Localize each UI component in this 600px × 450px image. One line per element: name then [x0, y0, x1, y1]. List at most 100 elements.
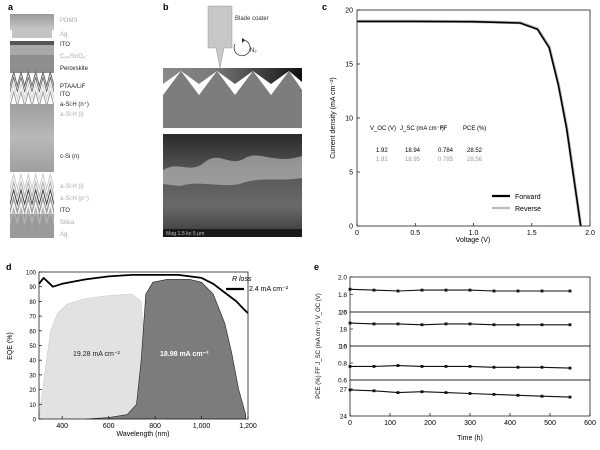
stability-point-pce: [492, 393, 496, 396]
stability-x-axis-label: Time (h): [457, 435, 483, 442]
panel-d-eqe: d 400 600 800 1,000 1,200 0 10 20 30 40 50 60 70 80 90…: [6, 262, 289, 438]
stability-point-v_oc: [492, 289, 496, 293]
stability-y-tick-label: 0.8: [338, 361, 347, 368]
stability-x-tick-label: 100: [384, 420, 396, 427]
jv-line-forward: [357, 20, 582, 227]
stability-point-pce: [516, 393, 520, 397]
stability-y-tick-label: 27: [340, 387, 348, 394]
stability-point-j_sc: [468, 322, 472, 326]
panel-a-letter: a: [8, 2, 14, 12]
jv-y-tick-label: 0: [349, 224, 353, 231]
stability-point-j_sc: [492, 323, 496, 327]
jv-y-tick-label: 15: [345, 62, 353, 69]
eqe-rloss-line: [38, 274, 249, 314]
sem-perovskite-layer: [163, 155, 302, 186]
eqe-y-tick-label: 70: [29, 315, 36, 321]
stability-point-pce: [372, 389, 376, 393]
jv-y-axis-label: Current density (mA cm⁻²): [330, 77, 337, 159]
stability-subplots: 2.0 1.8 1.620 18 161.0 0.8 0.6 27 240 100 200 300 40…: [338, 275, 596, 428]
stability-point-v_oc: [420, 288, 424, 292]
stability-y-tick-label: 1.8: [338, 292, 347, 299]
stability-y-tick-label: 24: [340, 414, 348, 421]
blade-coater-label: Blade coater: [235, 16, 269, 22]
jv-table-header-jsc: J_SC (mA cm⁻²): [400, 126, 444, 132]
stability-point-v_oc: [540, 289, 544, 293]
layer-label-pdms: PDMS: [60, 18, 77, 24]
sem-info-bar: [163, 229, 302, 237]
panel-d-letter: d: [6, 262, 12, 272]
jv-series-lines: [357, 19, 583, 227]
stability-point-ff: [516, 365, 520, 369]
layer-label-c60: C₆₀/SnO₂: [60, 54, 86, 60]
panel-c-jv-curve: c 0 0.5 1.0 1.5 2.0 0 5 10 15 20 Current density …: [322, 2, 595, 244]
eqe-y-tick-label: 80: [29, 300, 36, 306]
stability-y-tick-label: 16: [340, 344, 348, 351]
stability-y-tick-label: 0.6: [338, 378, 347, 385]
jv-table-reverse-jsc: 18.95: [405, 157, 421, 163]
stability-subplot-frame-j_sc: [349, 311, 591, 347]
jv-table-forward-jsc: 18.94: [405, 148, 421, 154]
jv-table-forward-pce: 28.52: [467, 148, 483, 154]
layer-ag-top: [12, 30, 52, 38]
layer-ito-mid: [10, 76, 54, 93]
textured-substrate: [163, 71, 302, 128]
stability-subplot-frame-v_oc: [349, 276, 591, 313]
stability-point-pce: [568, 395, 572, 399]
stability-point-j_sc: [372, 322, 376, 326]
panel-e-stability: e 2.0 1.8 1.620 18 161.0 0.8 0.6 27 240 100 200 300…: [314, 262, 596, 442]
layer-label-silica: Silica: [60, 220, 75, 226]
stability-subplot-frame-pce: [349, 379, 591, 417]
wet-perovskite-film: [163, 68, 302, 95]
jv-table-forward-voc: 1.92: [376, 148, 388, 154]
layer-asi-n: [10, 82, 54, 101]
gas-flow-arrow-icon: [233, 39, 251, 57]
jv-table-forward-ff: 0.784: [438, 148, 454, 154]
eqe-y-tick-label: 100: [26, 271, 37, 277]
jv-x-axis-label: Voltage (V): [456, 237, 491, 244]
stability-point-v_oc: [372, 288, 376, 292]
eqe-bottom-cell-current: 18.98 mA cm⁻²: [160, 351, 209, 358]
sem-cross-section-image: [163, 134, 302, 237]
stability-point-v_oc: [396, 289, 400, 293]
stability-point-ff: [444, 365, 448, 368]
stability-subplot-frame-ff: [349, 345, 591, 381]
stability-point-ff: [348, 365, 352, 368]
stability-point-ff: [468, 365, 472, 368]
jv-table-reverse-pce: 28.56: [467, 157, 483, 163]
eqe-axis-ticks: 400 600 800 1,000 1,200 0 10 20 30 40 50 60 70 80 90 10…: [26, 271, 257, 431]
jv-y-tick-label: 20: [345, 8, 353, 15]
panel-a-device-stack: a PDMS Ag ITO C₆₀/SnO₂ Perovskite PTAA/L…: [8, 2, 89, 238]
stability-point-j_sc: [444, 322, 448, 326]
stability-point-j_sc: [568, 323, 572, 327]
layer-label-ito-bot: ITO: [60, 208, 70, 214]
stability-point-v_oc: [568, 289, 572, 293]
layer-label-asi-n: a-Si:H (n⁺): [60, 101, 89, 108]
jv-axis-ticks: 0 0.5 1.0 1.5 2.0 0 5 10 15 20: [345, 8, 595, 238]
stability-point-v_oc: [516, 289, 520, 293]
layer-ptaa: [10, 70, 54, 88]
stability-point-j_sc: [348, 321, 352, 325]
layer-label-asi-i-bot: a-Si:H (i): [60, 184, 84, 190]
gas-label: N₂: [250, 48, 257, 54]
device-layer-stack: [10, 14, 54, 238]
eqe-y-tick-label: 50: [29, 344, 36, 350]
eqe-legend-rloss-label: R loss: [232, 276, 252, 283]
panel-b-fabrication: b Blade coater N₂ Mag 1.5 kx 5 μm: [163, 2, 302, 237]
stability-point-ff: [568, 366, 572, 370]
stability-point-pce: [396, 391, 400, 394]
stability-y-axis-label: PCE (%) FF J_SC (mA cm⁻²) V_OC (V): [316, 293, 322, 399]
jv-line-reverse: [357, 19, 583, 227]
layer-label-ito-top: ITO: [60, 42, 70, 48]
layer-label-ag-top: Ag: [60, 32, 67, 38]
stability-point-ff: [420, 365, 424, 368]
stability-point-pce: [348, 388, 352, 392]
stability-point-v_oc: [348, 287, 352, 291]
stability-x-tick-label: 0: [348, 420, 352, 427]
jv-x-tick-label: 0.5: [410, 230, 420, 237]
stability-line-v_oc: [349, 288, 570, 292]
jv-y-tick-label: 10: [345, 116, 353, 123]
stability-point-j_sc: [540, 323, 544, 327]
stability-point-pce: [540, 394, 544, 398]
eqe-x-tick-label: 600: [103, 423, 115, 430]
